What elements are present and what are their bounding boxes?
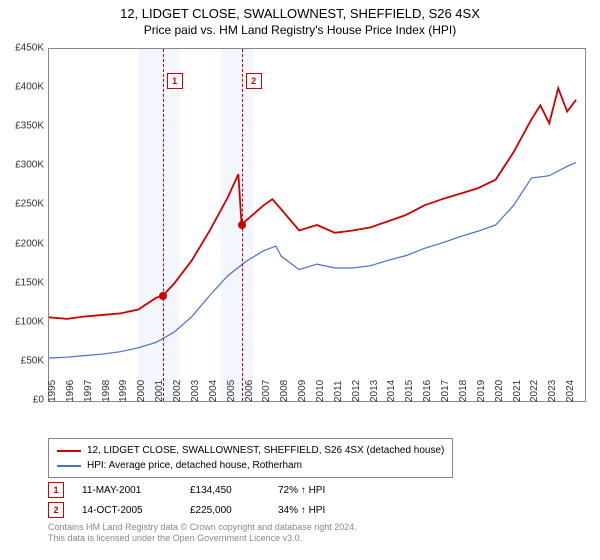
sales-row: 1 11-MAY-2001 £134,450 72% ↑ HPI <box>48 480 358 500</box>
legend-swatch <box>57 465 81 467</box>
sales-table: 1 11-MAY-2001 £134,450 72% ↑ HPI 2 14-OCT-200… <box>48 480 358 520</box>
x-tick-label: 1998 <box>94 380 111 402</box>
x-tick-label: 1995 <box>41 380 58 402</box>
x-tick-label: 1996 <box>59 380 76 402</box>
x-tick-label: 2007 <box>255 380 272 402</box>
x-tick-label: 2019 <box>470 380 487 402</box>
footer-line-2: This data is licensed under the Open Gov… <box>48 533 357 544</box>
y-tick-label: £250K <box>15 199 44 210</box>
sales-row: 2 14-OCT-2005 £225,000 34% ↑ HPI <box>48 500 358 520</box>
sale-price: £134,450 <box>190 485 260 496</box>
x-tick-label: 2016 <box>416 380 433 402</box>
y-tick-label: £100K <box>15 316 44 327</box>
sale-marker-label: 2 <box>246 73 262 89</box>
x-tick-label: 2013 <box>362 380 379 402</box>
x-tick-label: 2009 <box>291 380 308 402</box>
sale-number-icon: 2 <box>48 502 64 518</box>
sale-marker-dot <box>238 221 246 229</box>
series-line-property <box>49 88 576 319</box>
sale-marker-dot <box>159 292 167 300</box>
x-tick-label: 2001 <box>148 380 165 402</box>
y-tick-label: £450K <box>15 43 44 54</box>
x-tick-label: 2012 <box>345 380 362 402</box>
series-line-hpi <box>49 162 576 358</box>
sale-date: 11-MAY-2001 <box>82 485 172 496</box>
x-tick-label: 2024 <box>559 380 576 402</box>
x-tick-label: 2020 <box>488 380 505 402</box>
chart-title: 12, LIDGET CLOSE, SWALLOWNEST, SHEFFIELD… <box>0 0 600 23</box>
plot-area: 12 <box>48 48 586 402</box>
y-tick-label: £150K <box>15 277 44 288</box>
y-tick-label: £50K <box>21 355 44 366</box>
legend-label: HPI: Average price, detached house, Roth… <box>87 458 302 473</box>
sale-number-icon: 1 <box>48 482 64 498</box>
legend-row: HPI: Average price, detached house, Roth… <box>57 458 444 473</box>
y-tick-label: £350K <box>15 121 44 132</box>
sale-pct-vs-hpi: 34% ↑ HPI <box>278 505 358 516</box>
chart-container: 12, LIDGET CLOSE, SWALLOWNEST, SHEFFIELD… <box>0 0 600 560</box>
sale-marker-label: 1 <box>167 73 183 89</box>
y-tick-label: £400K <box>15 82 44 93</box>
legend: 12, LIDGET CLOSE, SWALLOWNEST, SHEFFIELD… <box>48 438 453 478</box>
legend-swatch <box>57 450 81 452</box>
x-tick-label: 2003 <box>184 380 201 402</box>
x-tick-label: 2015 <box>398 380 415 402</box>
y-tick-label: £200K <box>15 238 44 249</box>
x-tick-label: 2011 <box>327 380 344 402</box>
x-tick-label: 2004 <box>202 380 219 402</box>
x-tick-label: 2000 <box>130 380 147 402</box>
chart-subtitle: Price paid vs. HM Land Registry's House … <box>0 23 600 41</box>
sale-date: 14-OCT-2005 <box>82 505 172 516</box>
x-tick-label: 2018 <box>452 380 469 402</box>
x-tick-label: 1997 <box>77 380 94 402</box>
x-tick-label: 2023 <box>541 380 558 402</box>
x-tick-label: 2017 <box>434 380 451 402</box>
x-tick-label: 2002 <box>166 380 183 402</box>
x-tick-label: 1999 <box>112 380 129 402</box>
chart-lines <box>49 49 585 401</box>
x-tick-label: 2022 <box>523 380 540 402</box>
x-tick-label: 2010 <box>309 380 326 402</box>
x-tick-label: 2014 <box>380 380 397 402</box>
footer-line-1: Contains HM Land Registry data © Crown c… <box>48 522 357 533</box>
sale-price: £225,000 <box>190 505 260 516</box>
y-tick-label: £300K <box>15 160 44 171</box>
footer-attribution: Contains HM Land Registry data © Crown c… <box>48 522 357 545</box>
legend-row: 12, LIDGET CLOSE, SWALLOWNEST, SHEFFIELD… <box>57 443 444 458</box>
x-tick-label: 2006 <box>237 380 254 402</box>
sale-marker-line <box>163 49 164 401</box>
legend-label: 12, LIDGET CLOSE, SWALLOWNEST, SHEFFIELD… <box>87 443 444 458</box>
x-tick-label: 2021 <box>505 380 522 402</box>
x-tick-label: 2008 <box>273 380 290 402</box>
sale-pct-vs-hpi: 72% ↑ HPI <box>278 485 358 496</box>
x-tick-label: 2005 <box>220 380 237 402</box>
